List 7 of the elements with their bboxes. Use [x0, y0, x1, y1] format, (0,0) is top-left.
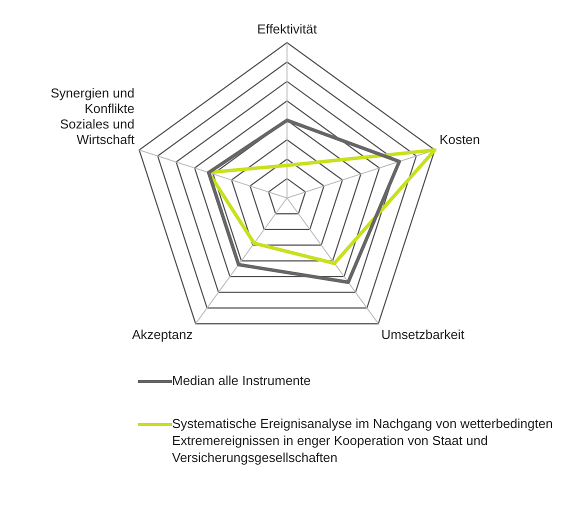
- legend-label: Median alle Instrumente: [172, 372, 311, 389]
- spoke-label: Akzeptanz: [132, 327, 193, 342]
- spoke-label: Synergien und Konflikte Soziales und Wirtschaft: [50, 85, 135, 148]
- spoke-label: Umsetzbarkeit: [381, 327, 465, 342]
- spoke-label: Kosten: [440, 132, 480, 148]
- spoke-label: Effektivität: [257, 21, 318, 36]
- legend-label: Systematische Ereignisanalyse im Nachgang von wetterbedingten Extremereignissen in enger Kooperation von Staat und Versicherungsgesellschaften: [172, 415, 554, 466]
